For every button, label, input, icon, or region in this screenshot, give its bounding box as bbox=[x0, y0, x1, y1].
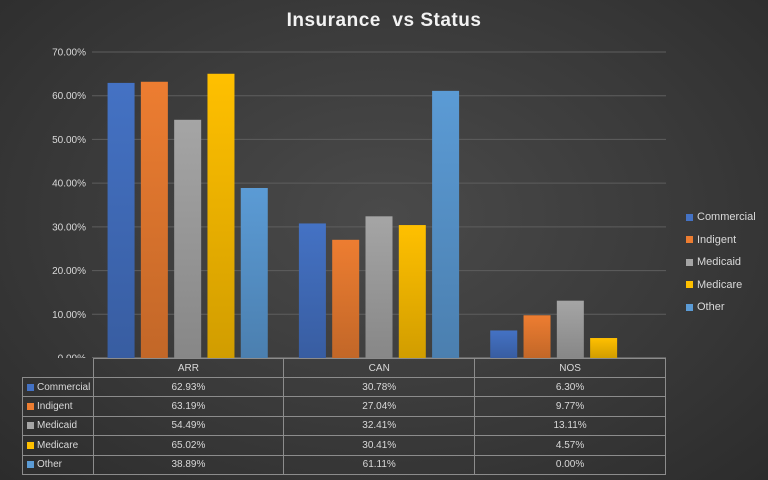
legend-label: Indigent bbox=[697, 233, 737, 246]
table-cell: 4.57% bbox=[474, 435, 666, 456]
table-corner bbox=[22, 358, 94, 378]
table-series-name: Medicaid bbox=[37, 420, 78, 432]
y-tick-label: 30.00% bbox=[52, 222, 86, 233]
table-cell: 38.89% bbox=[92, 454, 285, 476]
table-legend-key bbox=[27, 461, 34, 469]
bar-medicare-can bbox=[398, 225, 426, 358]
table-row: Indigent 63.19% 27.04% 9.77% bbox=[22, 396, 666, 417]
table-column-header: NOS bbox=[474, 358, 666, 378]
bar-medicare-nos bbox=[590, 338, 618, 358]
table-cell: 27.04% bbox=[283, 396, 476, 417]
table-column-header: CAN bbox=[283, 358, 476, 378]
bar-medicaid-arr bbox=[174, 119, 202, 358]
bar-commercial-nos bbox=[490, 330, 518, 358]
legend-swatch bbox=[686, 258, 693, 266]
table-cell: 65.02% bbox=[92, 435, 285, 456]
legend-swatch bbox=[686, 236, 693, 244]
table-row-header: Commercial bbox=[22, 376, 94, 398]
table-cell: 0.00% bbox=[474, 454, 666, 476]
table-cell: 9.77% bbox=[474, 396, 666, 417]
legend-swatch bbox=[686, 281, 693, 289]
y-tick-label: 60.00% bbox=[52, 91, 86, 102]
bar-other-can bbox=[432, 90, 460, 358]
table-cell: 62.93% bbox=[92, 376, 285, 398]
legend-label: Medicaid bbox=[697, 256, 742, 269]
table-cell: 61.11% bbox=[283, 454, 476, 476]
table-cell: 30.78% bbox=[283, 376, 476, 398]
table-row-header: Other bbox=[22, 454, 94, 476]
legend-item: Other bbox=[686, 296, 756, 319]
table-row: Medicaid 54.49% 32.41% 13.11% bbox=[22, 415, 666, 437]
table-row: Medicare 65.02% 30.41% 4.57% bbox=[22, 435, 666, 456]
bar-indigent-can bbox=[332, 239, 360, 358]
table-legend-key bbox=[27, 402, 34, 410]
bar-medicaid-can bbox=[365, 216, 393, 358]
chart-legend: Commercial Indigent Medicaid Medicare Other bbox=[686, 206, 756, 319]
table-row-header: Medicaid bbox=[22, 415, 94, 437]
legend-item: Commercial bbox=[686, 206, 756, 229]
table-cell: 63.19% bbox=[92, 396, 285, 417]
chart-title: Insurance vs Status bbox=[286, 10, 482, 31]
legend-item: Medicaid bbox=[686, 251, 756, 274]
bar-medicaid-nos bbox=[556, 300, 584, 358]
table-series-name: Medicare bbox=[37, 439, 79, 451]
table-row: Commercial 62.93% 30.78% 6.30% bbox=[22, 376, 666, 398]
y-tick-label: 0.00% bbox=[58, 354, 86, 359]
table-cell: 13.11% bbox=[474, 415, 666, 437]
table-cell: 32.41% bbox=[283, 415, 476, 437]
table-row-header: Medicare bbox=[22, 435, 94, 456]
table-row-header: Indigent bbox=[22, 396, 94, 417]
table-series-name: Other bbox=[37, 459, 63, 471]
legend-swatch bbox=[686, 303, 693, 311]
table-legend-key bbox=[27, 383, 34, 391]
bar-medicare-arr bbox=[207, 73, 235, 358]
bar-indigent-arr bbox=[140, 81, 168, 358]
table-cell: 30.41% bbox=[283, 435, 476, 456]
table-cell: 6.30% bbox=[474, 376, 666, 398]
table-row: Other 38.89% 61.11% 0.00% bbox=[22, 454, 666, 476]
legend-item: Medicare bbox=[686, 274, 756, 297]
data-table: ARR CAN NOS Commercial 62.93% 30.78% 6.30% Ind… bbox=[22, 358, 666, 476]
table-series-name: Indigent bbox=[37, 401, 73, 413]
table-cell: 54.49% bbox=[92, 415, 285, 437]
bar-other-arr bbox=[240, 187, 268, 358]
legend-label: Commercial bbox=[697, 211, 756, 224]
legend-label: Other bbox=[697, 301, 725, 314]
y-tick-label: 20.00% bbox=[52, 266, 86, 277]
legend-swatch bbox=[686, 213, 693, 221]
table-column-header: ARR bbox=[92, 358, 285, 378]
y-tick-label: 40.00% bbox=[52, 179, 86, 190]
bar-commercial-can bbox=[298, 223, 326, 358]
chart-plot: 0.00% 10.00% 20.00% 30.00% 40.00% 50.00% 60.00… bbox=[52, 48, 666, 359]
bar-commercial-arr bbox=[107, 82, 135, 358]
table-legend-key bbox=[27, 441, 34, 449]
table-legend-key bbox=[27, 422, 34, 430]
table-series-name: Commercial bbox=[37, 381, 91, 393]
y-tick-label: 70.00% bbox=[52, 48, 86, 59]
legend-item: Indigent bbox=[686, 229, 756, 252]
legend-label: Medicare bbox=[697, 278, 743, 291]
bar-indigent-nos bbox=[523, 315, 551, 358]
y-tick-label: 50.00% bbox=[52, 135, 86, 146]
y-tick-label: 10.00% bbox=[52, 310, 86, 321]
